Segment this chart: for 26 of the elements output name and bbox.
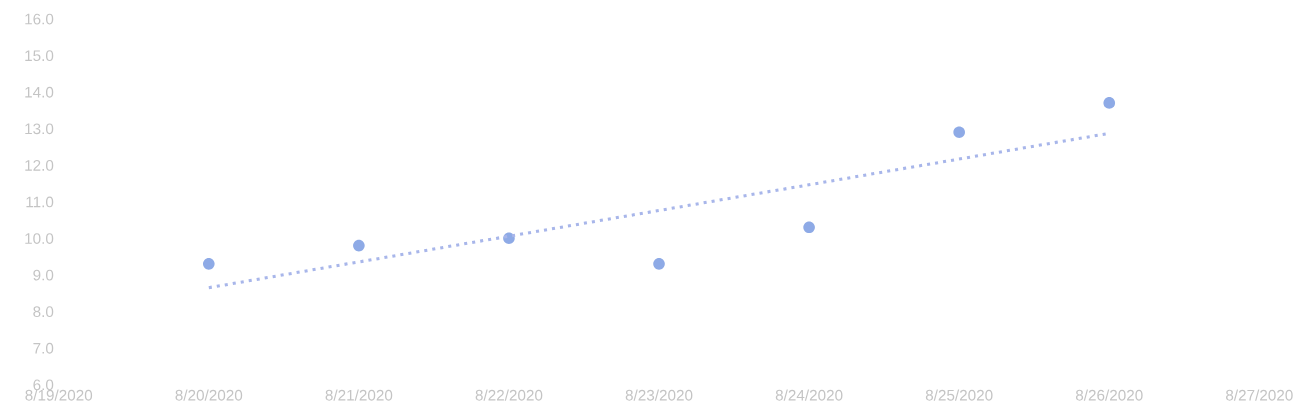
- x-tick-label: 8/27/2020: [1226, 389, 1293, 401]
- point: [353, 239, 365, 252]
- y-tick-label: 8.0: [33, 306, 54, 318]
- y-tick-label: 14.0: [25, 86, 54, 98]
- y-tick-label: 13.0: [25, 123, 54, 135]
- y-tick-label: 7.0: [33, 342, 54, 354]
- point: [1103, 97, 1116, 109]
- y-tick-label: 11.0: [26, 196, 54, 208]
- point: [953, 126, 965, 138]
- y-tick-label: 12.0: [25, 159, 54, 171]
- x-tick-label: 8/23/2020: [625, 389, 693, 401]
- point: [653, 258, 665, 270]
- y-tick-label: 16.0: [25, 13, 54, 25]
- y-tick-label: 10.0: [25, 233, 54, 244]
- y-tick-label: 9.0: [33, 269, 54, 281]
- y-tick-label: 15.0: [25, 50, 54, 62]
- x-tick-label: 8/25/2020: [925, 389, 993, 401]
- x-tick-label: 8/22/2020: [475, 389, 543, 401]
- point: [202, 258, 215, 270]
- x-tick-label: 8/24/2020: [775, 389, 843, 401]
- y-tick-label: 6.0: [33, 379, 54, 391]
- point: [803, 221, 815, 234]
- x-tick-label: 8/26/2020: [1075, 389, 1143, 401]
- x-tick-label: 8/21/2020: [325, 389, 393, 401]
- x-tick-label: 8/20/2020: [175, 389, 243, 401]
- x-tick-label: 8/19/2020: [25, 389, 93, 401]
